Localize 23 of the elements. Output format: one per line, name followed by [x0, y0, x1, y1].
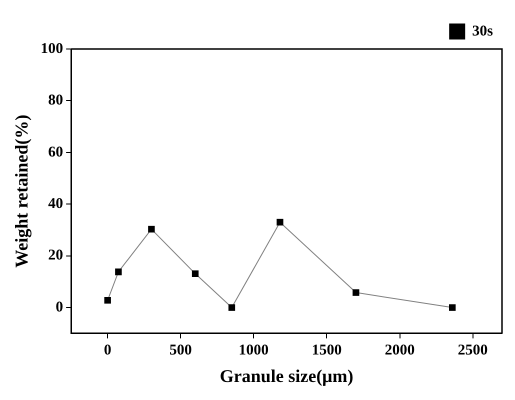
legend-label: 30s	[472, 23, 494, 40]
y-axis-title: Weight retained(%)	[11, 114, 32, 268]
x-tick-label: 2000	[384, 342, 415, 358]
point	[192, 270, 199, 278]
y-tick-label: 80	[48, 92, 64, 109]
point	[228, 304, 236, 311]
point	[276, 218, 284, 226]
x-axis-title: Granule size(μm)	[220, 366, 354, 386]
point	[449, 304, 456, 311]
x-tick-label: 1500	[312, 342, 342, 358]
point	[115, 268, 122, 276]
x-tick-label: 1000	[238, 342, 269, 358]
y-tick-label: 40	[48, 196, 64, 212]
y-tick-label: 0	[56, 299, 64, 316]
point	[148, 226, 155, 233]
point	[352, 289, 360, 296]
x-tick-label: 0	[104, 342, 112, 358]
y-tick-label: 100	[40, 40, 64, 57]
y-tick-label: 60	[48, 144, 64, 160]
x-tick-label: 2500	[458, 342, 488, 358]
point	[104, 296, 111, 304]
x-tick-label: 500	[169, 342, 192, 358]
y-tick-label: 20	[48, 248, 64, 264]
